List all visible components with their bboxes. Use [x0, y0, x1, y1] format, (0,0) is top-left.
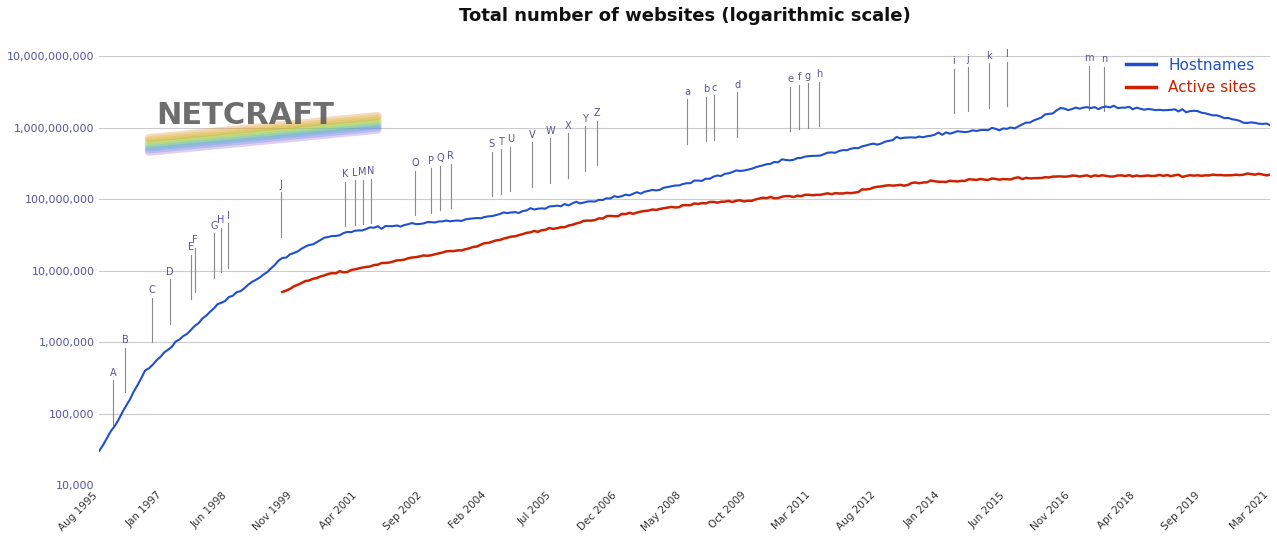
- Text: D: D: [166, 267, 174, 277]
- Text: S: S: [488, 139, 494, 149]
- Text: h: h: [816, 69, 822, 79]
- Text: T: T: [498, 137, 504, 146]
- Title: Total number of websites (logarithmic scale): Total number of websites (logarithmic sc…: [458, 7, 911, 25]
- Text: NETCRAFT: NETCRAFT: [157, 102, 335, 130]
- Text: Q: Q: [437, 153, 444, 163]
- Text: C: C: [148, 285, 156, 295]
- Text: G: G: [211, 221, 218, 231]
- Text: V: V: [529, 130, 536, 140]
- Text: U: U: [507, 134, 513, 144]
- Text: c: c: [711, 83, 716, 93]
- Text: H: H: [217, 215, 225, 225]
- Text: O: O: [411, 158, 419, 168]
- Text: m: m: [1084, 53, 1093, 63]
- Text: N: N: [368, 166, 374, 177]
- Text: F: F: [193, 235, 198, 245]
- Text: l: l: [1005, 49, 1008, 59]
- Text: M: M: [359, 167, 366, 177]
- Text: f: f: [798, 72, 801, 83]
- Text: i: i: [953, 56, 955, 66]
- Text: K: K: [342, 169, 349, 179]
- Text: B: B: [121, 335, 129, 345]
- Text: R: R: [447, 151, 453, 161]
- Text: g: g: [805, 71, 811, 81]
- Text: W: W: [545, 126, 555, 136]
- Text: X: X: [564, 121, 571, 131]
- Text: P: P: [428, 156, 434, 166]
- Text: I: I: [226, 211, 230, 221]
- Text: A: A: [110, 368, 116, 377]
- Text: n: n: [1101, 55, 1107, 64]
- Text: L: L: [351, 168, 358, 178]
- Text: J: J: [280, 180, 282, 190]
- Text: k: k: [986, 51, 992, 61]
- Text: e: e: [787, 74, 793, 84]
- Text: b: b: [702, 84, 709, 94]
- Text: d: d: [734, 80, 741, 90]
- Text: a: a: [684, 86, 690, 97]
- Text: E: E: [188, 242, 194, 252]
- Legend: Hostnames, Active sites: Hostnames, Active sites: [1120, 51, 1263, 102]
- Text: Y: Y: [582, 114, 589, 124]
- Text: j: j: [967, 55, 969, 64]
- Text: Z: Z: [594, 108, 600, 118]
